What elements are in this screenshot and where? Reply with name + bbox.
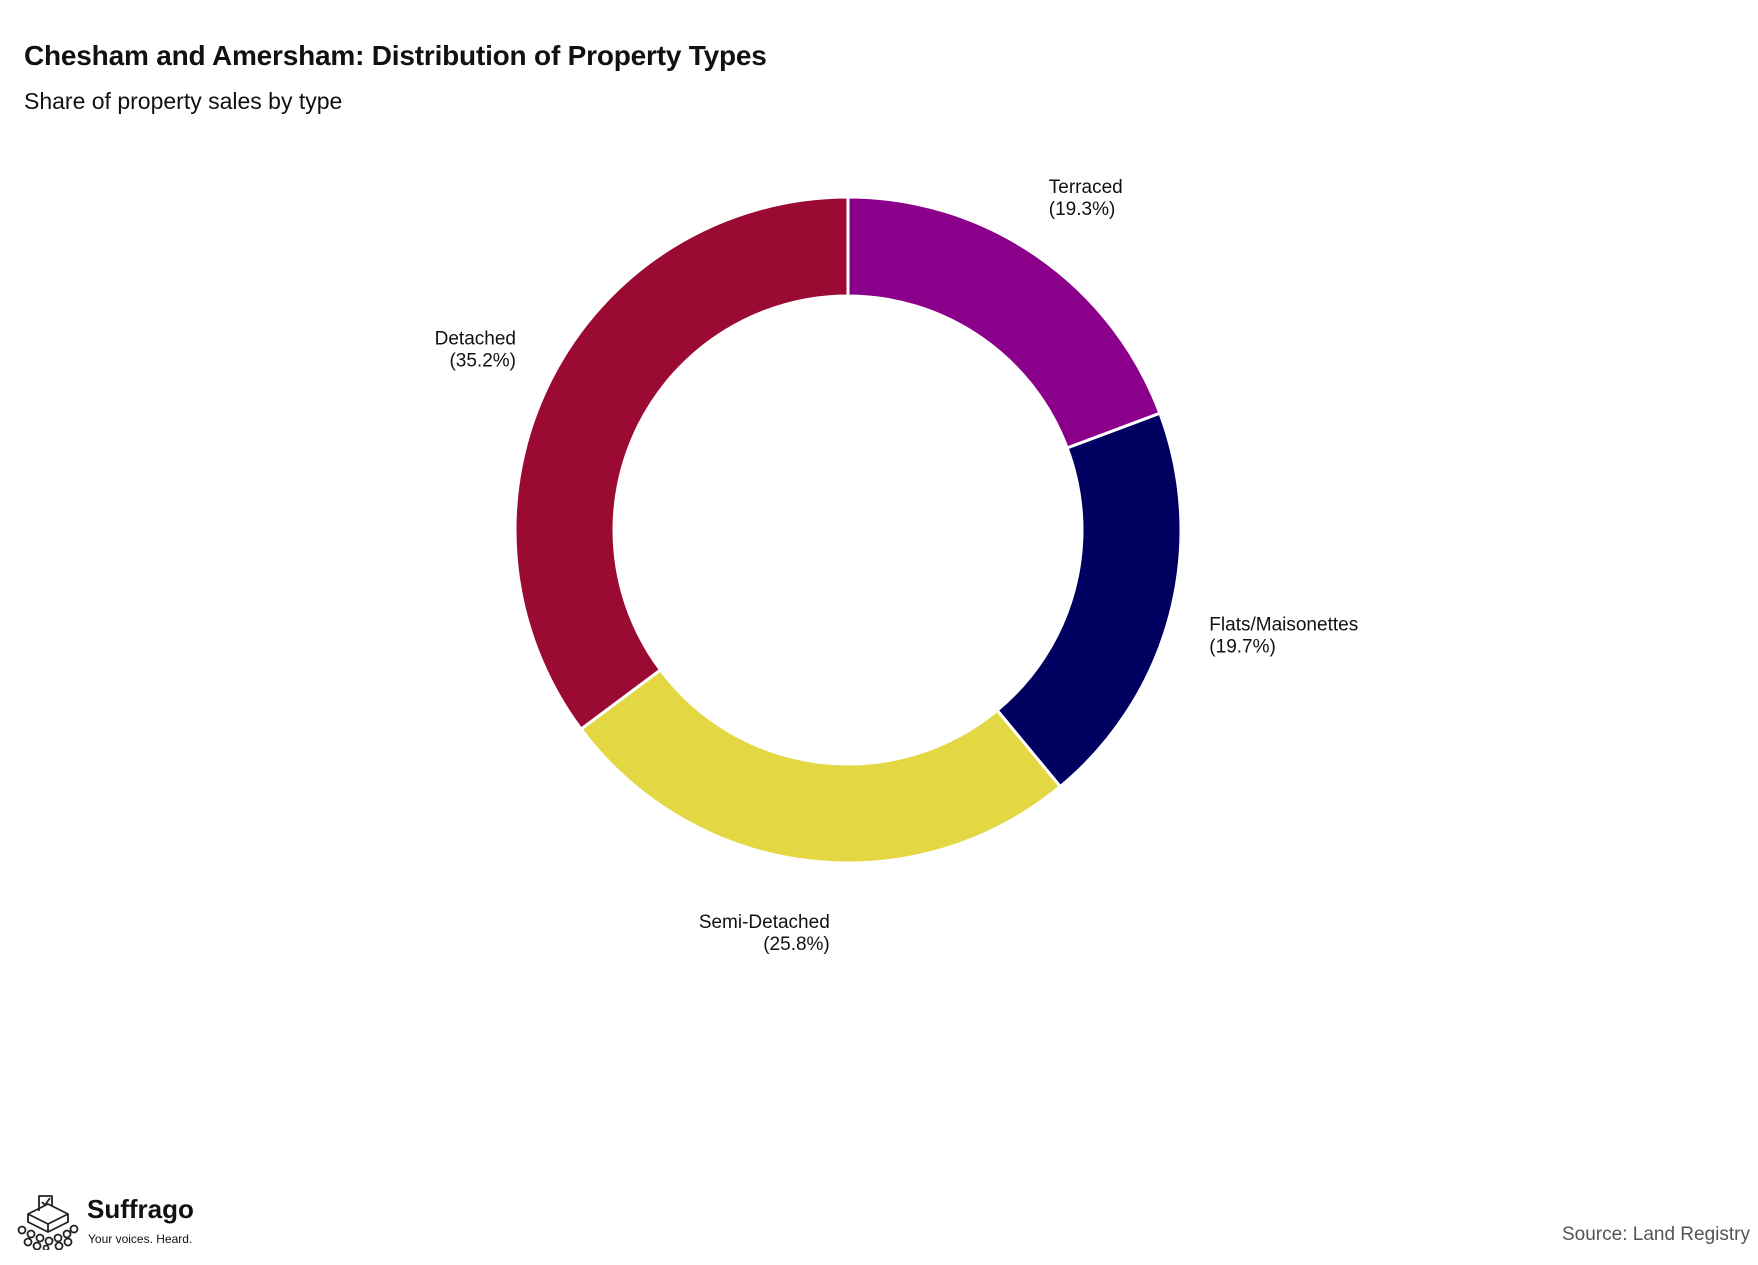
chart-subtitle: Share of property sales by type <box>24 88 343 114</box>
logo-name: Suffrago <box>87 1194 194 1224</box>
slice-detached <box>513 195 850 732</box>
slice-flats-maisonettes <box>995 411 1183 789</box>
suffrago-logo: Suffrago Your voices. Heard. <box>14 1188 204 1252</box>
slice-value-detached: (35.2%) <box>449 350 516 371</box>
ballot-box-icon <box>17 1195 79 1250</box>
slice-value-flats-maisonettes: (19.7%) <box>1209 636 1276 657</box>
slice-semi-detached <box>578 667 1063 865</box>
slice-value-semi-detached: (25.8%) <box>763 934 830 955</box>
slice-value-terraced: (19.3%) <box>1049 199 1116 220</box>
slice-label-detached: Detached <box>435 328 516 349</box>
slice-label-semi-detached: Semi-Detached <box>699 912 830 933</box>
slice-label-terraced: Terraced <box>1049 177 1123 198</box>
chart-title: Chesham and Amersham: Distribution of Pr… <box>24 40 767 71</box>
logo-tagline: Your voices. Heard. <box>88 1232 193 1246</box>
source-note: Source: Land Registry <box>1562 1224 1750 1245</box>
slice-label-flats-maisonettes: Flats/Maisonettes <box>1209 614 1358 635</box>
slice-terraced <box>846 195 1162 450</box>
